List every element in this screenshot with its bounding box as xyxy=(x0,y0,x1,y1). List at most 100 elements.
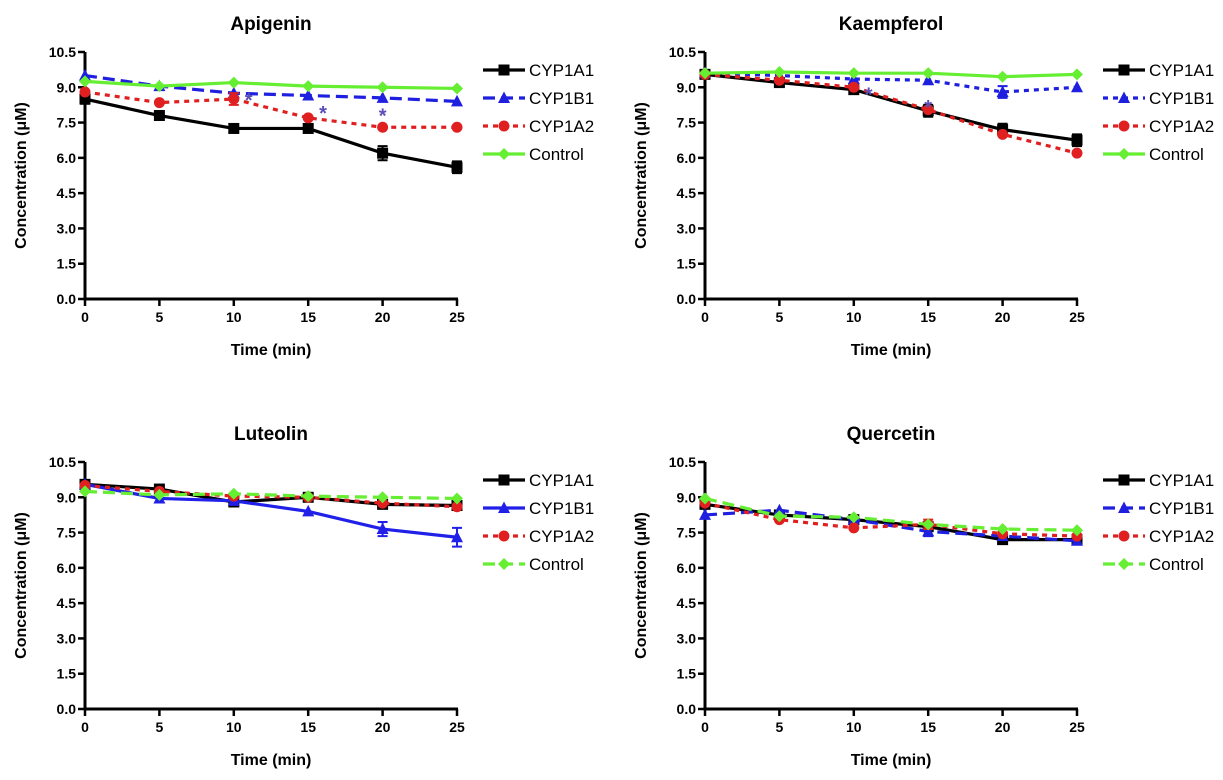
chart-panel-apigenin: Apigenin 0.0 1.5 3.0 4.5 6.0 7.5 9.0 10.5 0 5 10 15 2… xyxy=(0,0,600,370)
data-point xyxy=(302,89,315,101)
data-point xyxy=(451,492,463,505)
y-tick-label: 4.5 xyxy=(57,595,77,611)
data-point xyxy=(1071,80,1083,93)
series-line xyxy=(704,508,1078,543)
data-point xyxy=(922,67,935,80)
significance-asterisk: * xyxy=(319,103,327,125)
legend-marker xyxy=(1118,501,1130,513)
data-point xyxy=(79,86,91,98)
x-axis-label: Time (min) xyxy=(231,342,312,359)
significance-asterisk: * xyxy=(245,90,253,112)
data-point xyxy=(79,69,91,81)
data-point xyxy=(227,76,240,89)
legend-marker xyxy=(1118,148,1130,160)
data-point xyxy=(1071,68,1083,81)
data-point xyxy=(451,121,463,133)
series-cyp1a2 xyxy=(79,86,463,133)
data-point xyxy=(847,67,860,80)
data-point xyxy=(996,70,1009,83)
y-tick-label: 6.0 xyxy=(677,150,697,166)
significance-asterisk: * xyxy=(924,97,932,119)
x-tick-label: 15 xyxy=(920,719,936,735)
data-point xyxy=(153,110,165,122)
significance-asterisk: * xyxy=(865,84,873,106)
series-cyp1a1 xyxy=(699,68,1083,148)
x-tick-label: 20 xyxy=(995,309,1011,325)
data-point xyxy=(451,530,463,543)
chart-panel-kaempferol: Kaempferol 0.0 1.5 3.0 4.5 6.0 7.5 9.0 10.5 0 5 10 1… xyxy=(620,0,1220,370)
legend-label: CYP1A2 xyxy=(529,527,594,546)
series-line xyxy=(704,71,1078,94)
series-cyp1a1 xyxy=(79,93,463,175)
legend-marker xyxy=(1118,120,1130,132)
chart-svg: Luteolin 0.0 1.5 3.0 4.5 6.0 7.5 9.0 10.5 0 5 10 15 2… xyxy=(13,424,594,769)
y-tick-label: 6.0 xyxy=(57,150,77,166)
x-tick-label: 0 xyxy=(701,309,709,325)
y-tick-label: 3.0 xyxy=(677,220,697,236)
data-point xyxy=(79,93,91,105)
data-point xyxy=(228,122,240,134)
y-axis-label: Concentration (μM) xyxy=(633,512,650,659)
x-tick-label: 25 xyxy=(1069,309,1085,325)
legend-label: CYP1A1 xyxy=(529,471,594,490)
x-tick-label: 0 xyxy=(81,719,89,735)
data-point xyxy=(376,522,389,535)
legend-label: CYP1A1 xyxy=(1149,471,1214,490)
y-tick-label: 1.5 xyxy=(57,666,77,682)
data-point xyxy=(699,492,711,505)
data-point xyxy=(377,121,389,133)
x-tick-label: 10 xyxy=(226,719,242,735)
legend-label: CYP1A1 xyxy=(529,61,594,80)
y-tick-label: 10.5 xyxy=(49,454,76,470)
x-tick-label: 5 xyxy=(776,309,784,325)
series-line xyxy=(704,70,1078,79)
y-tick-label: 4.5 xyxy=(57,185,77,201)
y-tick-label: 7.5 xyxy=(57,525,77,541)
y-tick-label: 1.5 xyxy=(677,666,697,682)
y-tick-label: 0.0 xyxy=(677,701,697,717)
y-axis-label: Concentration (μM) xyxy=(13,512,30,659)
chart-svg: Apigenin 0.0 1.5 3.0 4.5 6.0 7.5 9.0 10.5 0 5 10 15 2… xyxy=(13,14,594,359)
x-axis-label: Time (min) xyxy=(851,752,932,769)
x-tick-label: 5 xyxy=(776,719,784,735)
x-tick-label: 5 xyxy=(156,309,164,325)
series-control xyxy=(699,492,1083,537)
series-line xyxy=(704,496,1078,532)
y-tick-label: 6.0 xyxy=(677,560,697,576)
data-point xyxy=(848,81,860,93)
data-point xyxy=(153,97,165,109)
legend-label: Control xyxy=(1149,145,1204,164)
y-tick-label: 9.0 xyxy=(677,489,697,505)
data-point xyxy=(773,503,786,516)
chart-panel-luteolin: Luteolin 0.0 1.5 3.0 4.5 6.0 7.5 9.0 10.5 0 5 10 15 2… xyxy=(0,410,600,780)
data-point xyxy=(922,518,935,531)
series-cyp1a2 xyxy=(699,68,1083,159)
chart-title: Apigenin xyxy=(230,14,311,35)
x-tick-label: 20 xyxy=(995,719,1011,735)
series-control xyxy=(699,65,1083,83)
legend: CYP1A1 CYP1B1 CYP1A2 Control xyxy=(1103,471,1214,574)
x-tick-label: 10 xyxy=(226,309,242,325)
data-point xyxy=(228,93,240,105)
chart-title: Quercetin xyxy=(847,424,936,445)
y-tick-label: 0.0 xyxy=(57,701,77,717)
data-point xyxy=(153,80,166,93)
data-point xyxy=(922,73,935,86)
legend-marker xyxy=(498,474,510,486)
data-point xyxy=(376,81,389,94)
series-line xyxy=(704,72,1078,155)
x-tick-label: 15 xyxy=(920,309,936,325)
legend: CYP1A1 CYP1B1 CYP1A2 Control xyxy=(1103,61,1214,164)
data-point xyxy=(699,67,711,80)
y-tick-label: 3.0 xyxy=(57,220,77,236)
series-line xyxy=(84,489,458,501)
data-point xyxy=(922,524,935,537)
legend-marker xyxy=(498,64,510,76)
data-point xyxy=(227,487,240,500)
data-point xyxy=(302,122,314,134)
series-control xyxy=(79,75,463,95)
y-tick-label: 0.0 xyxy=(57,291,77,307)
chart-title: Kaempferol xyxy=(839,14,944,35)
data-point xyxy=(451,82,463,95)
